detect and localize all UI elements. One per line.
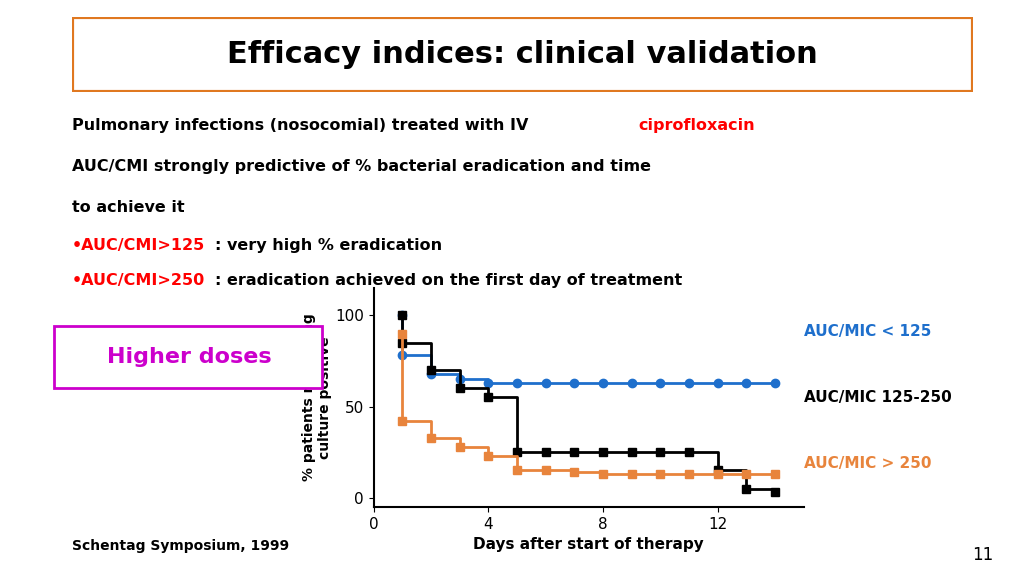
Text: •AUC/CMI>250: •AUC/CMI>250: [72, 273, 205, 288]
Text: AUC/MIC > 250: AUC/MIC > 250: [804, 456, 932, 471]
FancyBboxPatch shape: [72, 17, 973, 92]
Text: AUC/CMI strongly predictive of % bacterial eradication and time: AUC/CMI strongly predictive of % bacteri…: [72, 159, 650, 174]
Text: Pulmonary infections (nosocomial) treated with IV: Pulmonary infections (nosocomial) treate…: [72, 118, 534, 132]
X-axis label: Days after start of therapy: Days after start of therapy: [473, 537, 705, 552]
Y-axis label: % patients remaining
culture positive: % patients remaining culture positive: [302, 313, 333, 482]
Text: •AUC/CMI>125: •AUC/CMI>125: [72, 238, 205, 253]
Text: Higher doses: Higher doses: [108, 347, 271, 367]
FancyBboxPatch shape: [54, 326, 323, 388]
Text: 11: 11: [972, 547, 993, 564]
Text: AUC/MIC 125-250: AUC/MIC 125-250: [804, 390, 951, 405]
Text: to achieve it: to achieve it: [72, 200, 184, 215]
Text: Schentag Symposium, 1999: Schentag Symposium, 1999: [72, 539, 289, 553]
Text: : eradication achieved on the first day of treatment: : eradication achieved on the first day …: [215, 273, 682, 288]
Text: : very high % eradication: : very high % eradication: [215, 238, 441, 253]
Text: Efficacy indices: clinical validation: Efficacy indices: clinical validation: [227, 40, 817, 69]
Text: ciprofloxacin: ciprofloxacin: [639, 118, 755, 132]
Text: AUC/MIC < 125: AUC/MIC < 125: [804, 324, 931, 339]
